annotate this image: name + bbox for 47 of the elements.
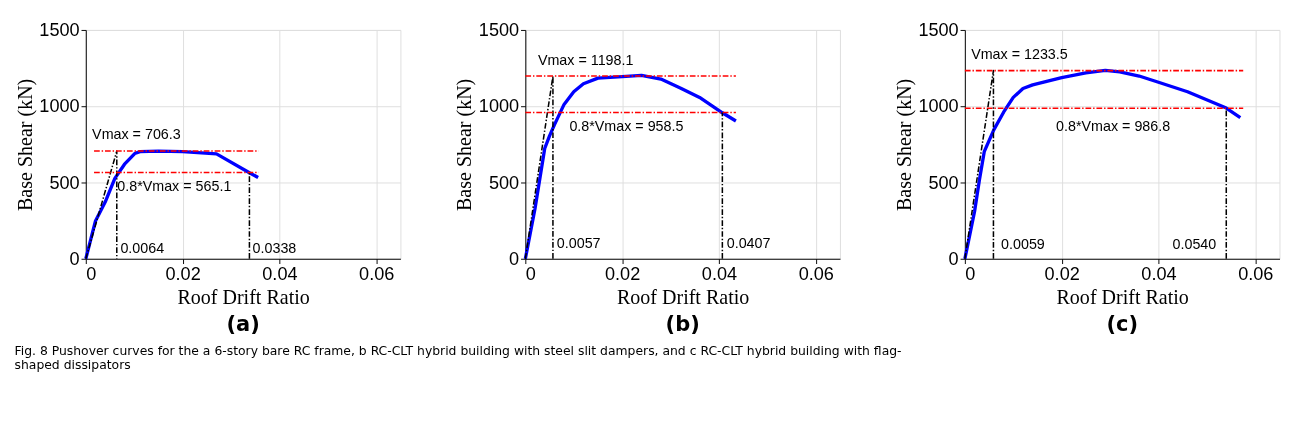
annotation: 0.0338 <box>252 239 297 256</box>
y-tick-label: 500 <box>928 172 959 193</box>
x-tick-label: 0 <box>965 264 976 285</box>
x-tick-label: 0 <box>86 264 97 285</box>
x-tick-label: 0.02 <box>1044 264 1080 285</box>
annotation: 0.8*Vmax = 986.8 <box>1056 118 1171 135</box>
y-tick-label: 0 <box>509 248 520 269</box>
annotation: 0.8*Vmax = 958.5 <box>569 118 684 135</box>
y-tick-label: 500 <box>49 172 80 193</box>
annotation: 0.0064 <box>120 239 165 256</box>
y-axis-title: Base Shear (kN) <box>13 78 37 211</box>
annotation: 0.0540 <box>1172 236 1217 253</box>
x-tick-label: 0.04 <box>701 264 738 285</box>
y-tick-label: 1000 <box>39 96 80 117</box>
x-tick-label: 0.04 <box>262 264 298 285</box>
annotation: 0.0407 <box>726 234 771 251</box>
line-series <box>963 68 1242 261</box>
text: (c) <box>1106 312 1138 337</box>
x-tick-label: 0.02 <box>165 264 201 285</box>
annotation: Vmax = 706.3 <box>92 125 181 142</box>
text: (a) <box>226 312 260 337</box>
x-axis-title: Roof Drift Ratio <box>177 286 310 309</box>
caption: Fig. 8 Pushover curves for the a 6-story bare RC frame, b RC-CLT hybrid building with steel slit dampers, and c RC-CLT hybrid building with flag-shaped dissipators <box>14 342 902 372</box>
y-tick-label: 1000 <box>918 96 959 117</box>
annotation: Vmax = 1233.5 <box>971 45 1068 62</box>
x-tick-label: 0.06 <box>798 264 834 285</box>
y-tick-label: 1500 <box>478 20 520 41</box>
x-tick-label: 0.06 <box>359 264 395 285</box>
y-axis-title: Base Shear (kN) <box>892 78 916 211</box>
y-axis-title: Base Shear (kN) <box>453 78 477 211</box>
y-tick-label: 1000 <box>478 96 520 117</box>
x-axis-title: Roof Drift Ratio <box>616 286 750 309</box>
annotation: 0.0057 <box>556 234 601 251</box>
y-tick-label: 0 <box>69 248 80 269</box>
x-tick-label: 0.06 <box>1238 264 1274 285</box>
x-tick-label: 0.02 <box>605 264 641 285</box>
x-tick-label: 0.04 <box>1141 264 1177 285</box>
annotation: 0.8*Vmax = 565.1 <box>117 178 232 195</box>
y-tick-label: 1500 <box>39 20 80 41</box>
y-tick-label: 1500 <box>918 20 959 41</box>
y-tick-label: 500 <box>488 172 520 193</box>
y-tick-label: 0 <box>948 248 959 269</box>
text: (b) <box>665 312 700 337</box>
annotation: 0.0059 <box>1001 236 1045 253</box>
x-tick-label: 0 <box>525 264 536 285</box>
x-axis-title: Roof Drift Ratio <box>1056 286 1189 309</box>
annotation: Vmax = 1198.1 <box>537 51 634 68</box>
